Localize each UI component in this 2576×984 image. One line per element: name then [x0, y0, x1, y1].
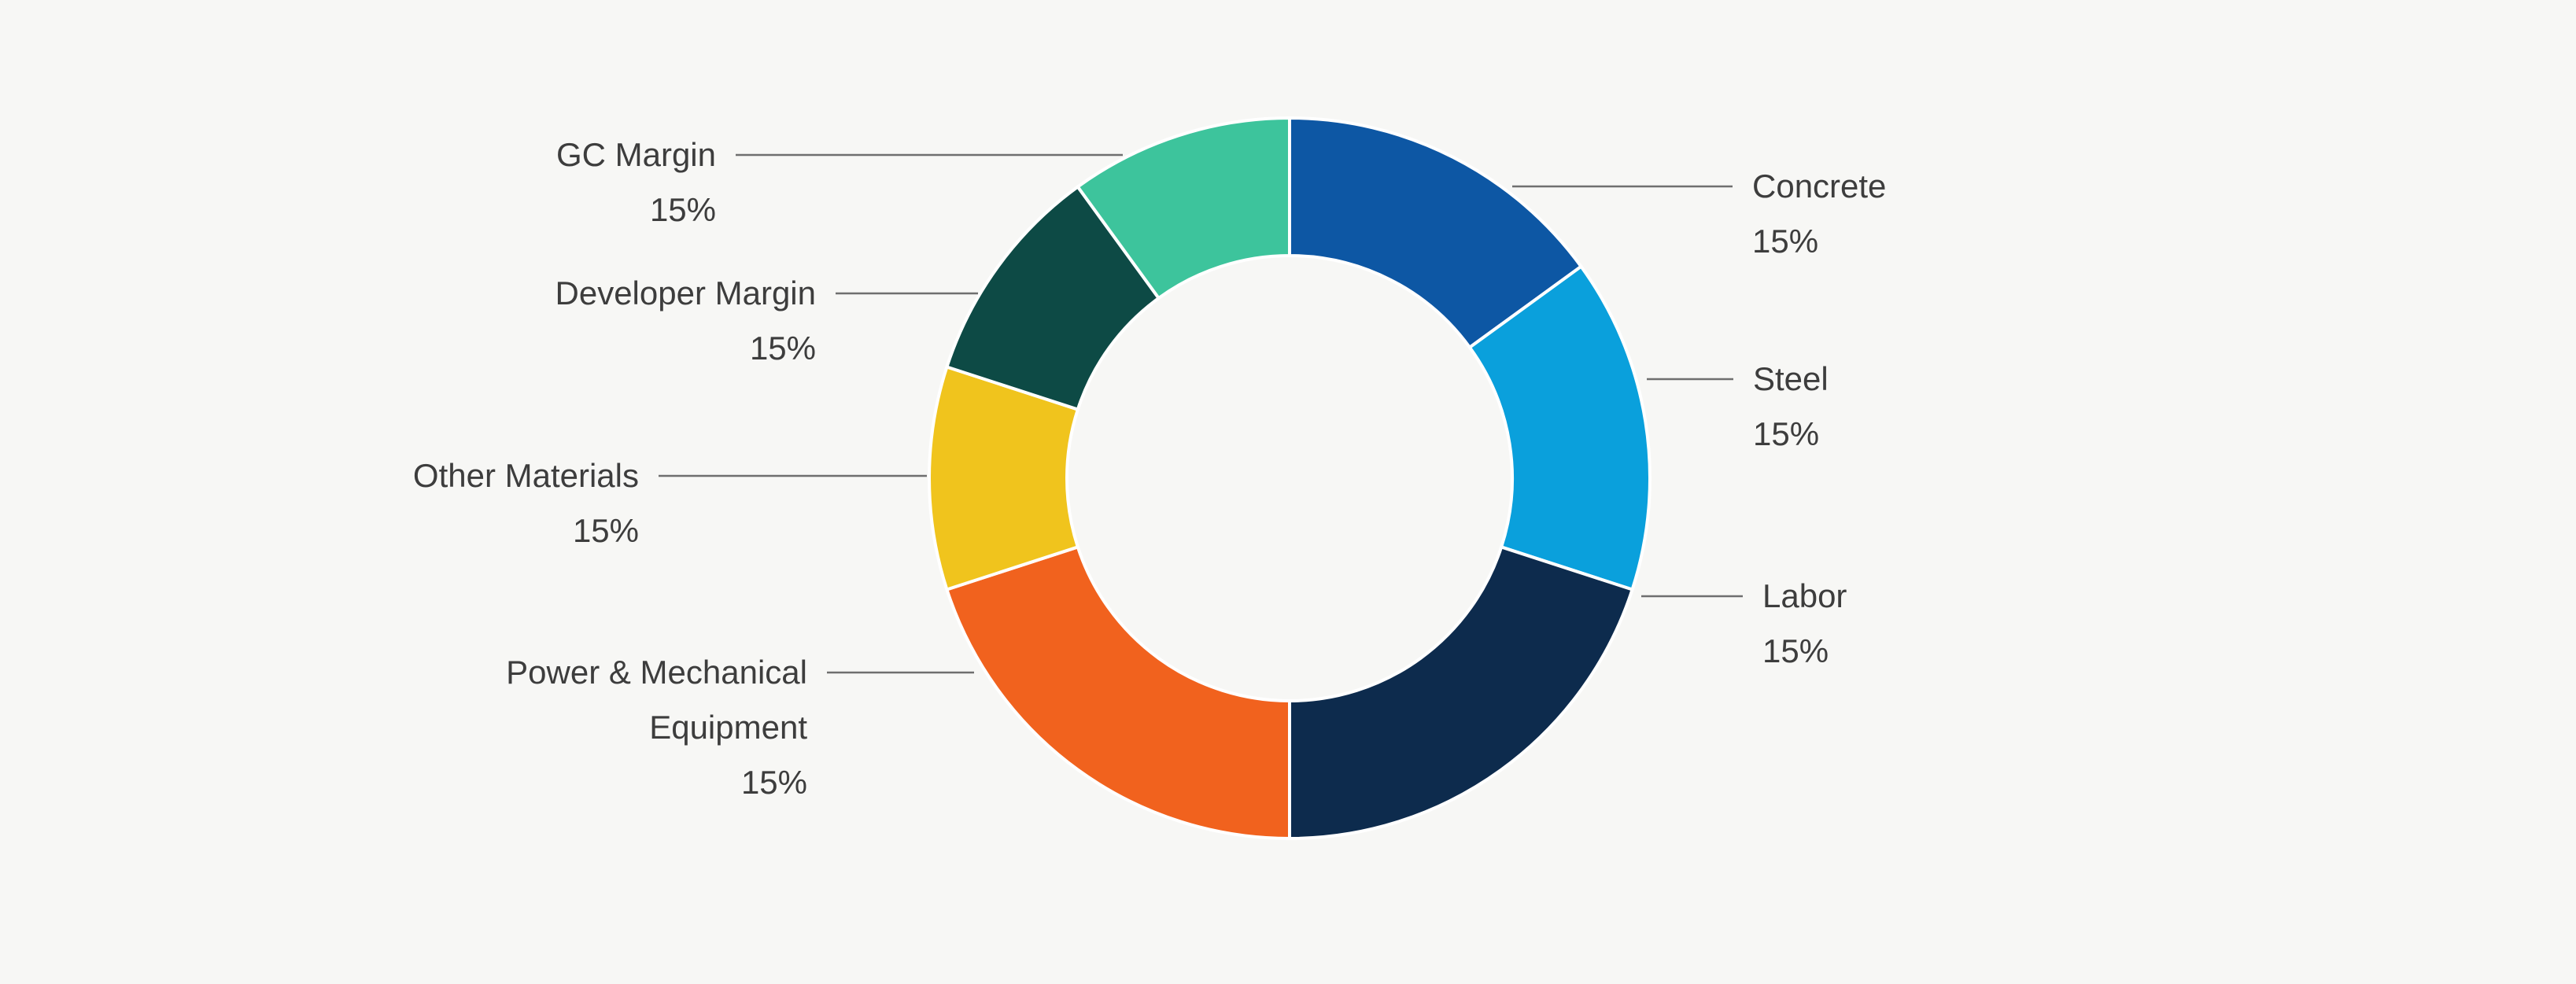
donut-slices [928, 116, 1652, 841]
segment-name: Labor [1762, 577, 1847, 614]
segment-name: GC Margin [555, 136, 716, 173]
callout-label-labor: Labor 15% [1762, 569, 1847, 679]
segment-value: 15% [649, 191, 716, 228]
slice-gc-margin[interactable] [1075, 116, 1291, 300]
segment-value: 15% [740, 764, 807, 801]
segment-value: 15% [1752, 223, 1819, 260]
callout-label-gc-margin: GC Margin 15% [556, 127, 716, 238]
callout-label-developer-margin: Developer Margin 15% [555, 266, 817, 376]
segment-name: Steel [1753, 360, 1829, 397]
callout-label-power-and-mechanical-equipment: Power & Mechanical Equipment 15% [506, 645, 807, 810]
segment-value: 15% [1762, 632, 1829, 669]
callout-label-steel: Steel 15% [1753, 352, 1829, 462]
segment-value: 15% [1753, 415, 1820, 452]
segment-value: 15% [749, 330, 816, 367]
slice-power-and-mechanical-equipment[interactable] [944, 544, 1291, 841]
slice-labor[interactable] [1288, 544, 1635, 841]
callout-label-other-materials: Other Materials 15% [413, 448, 639, 558]
slice-concrete[interactable] [1288, 116, 1584, 350]
leader-lines [659, 153, 1743, 674]
callout-label-concrete: Concrete 15% [1752, 159, 1886, 269]
segment-value: 15% [572, 512, 639, 549]
segment-name: Developer Margin [555, 275, 817, 311]
segment-name: Power & Mechanical Equipment [506, 654, 807, 746]
segment-name: Other Materials [412, 457, 639, 494]
slice-steel[interactable] [1467, 264, 1652, 592]
segment-name: Concrete [1752, 168, 1887, 205]
